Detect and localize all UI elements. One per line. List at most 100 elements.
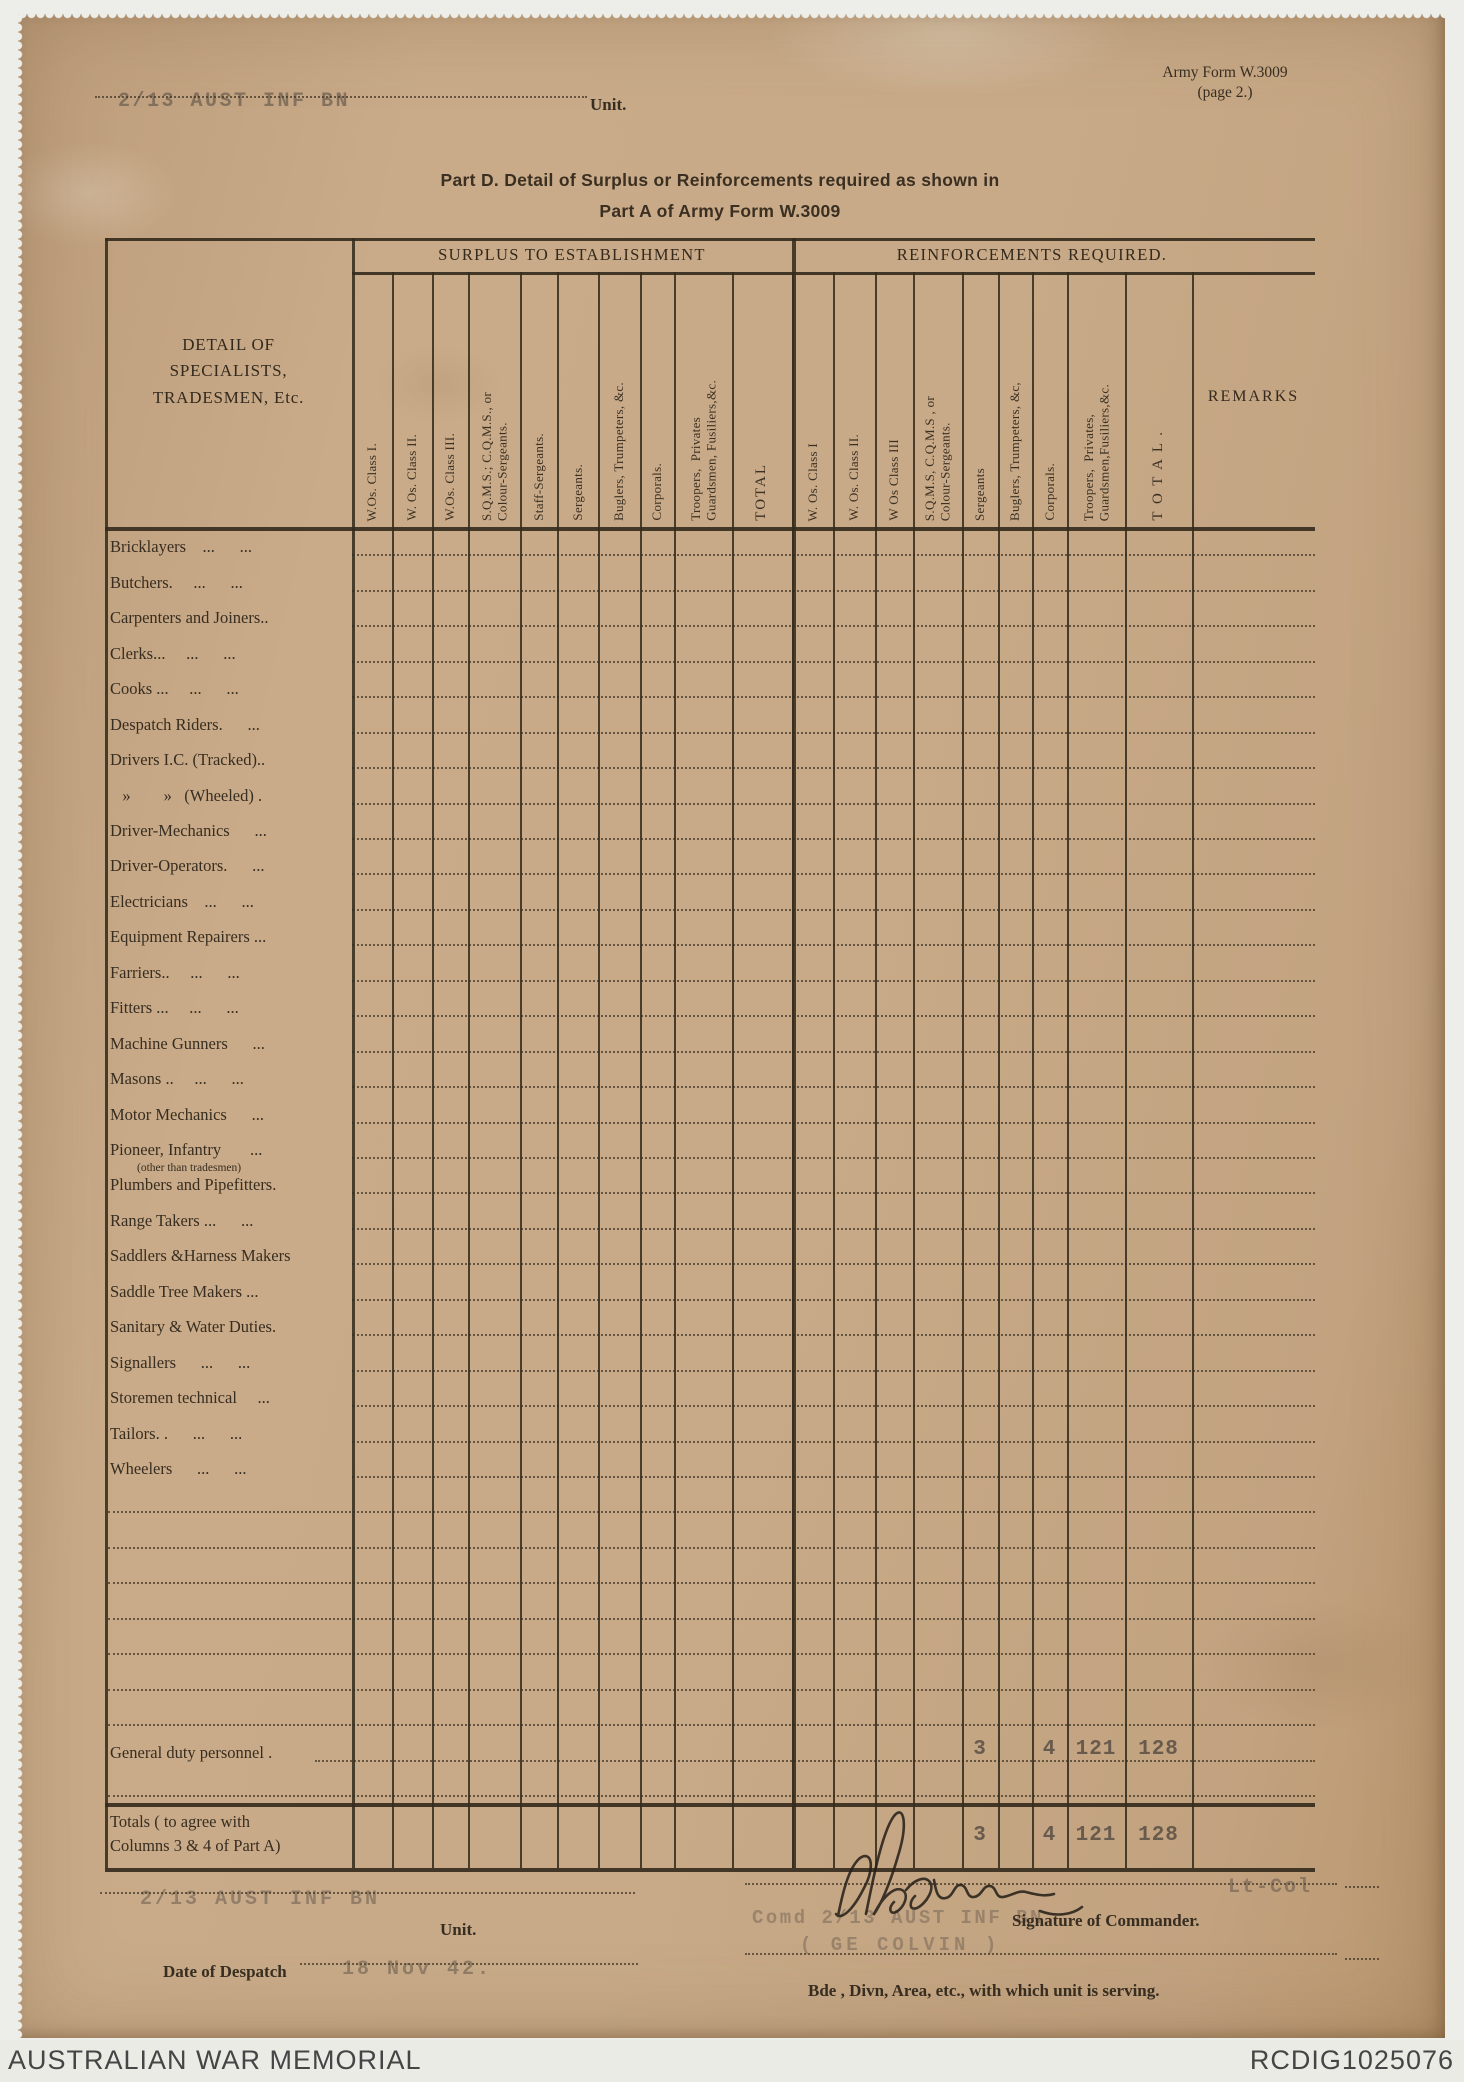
table-row xyxy=(105,1768,1315,1803)
unit-dotted-line-top xyxy=(95,96,587,98)
unit-label-top: Unit. xyxy=(590,95,627,114)
rank-stamp: Lt-Col xyxy=(1228,1876,1313,1899)
date-stamp: 18 Nov 42. xyxy=(342,1958,493,1981)
table-row xyxy=(105,1697,1315,1732)
serving-unit-label: Bde , Divn, Area, etc., with which unit … xyxy=(808,1981,1160,2000)
column-rule xyxy=(392,272,394,1868)
row-dotted-line xyxy=(315,1759,1315,1762)
row-label: Fitters ... ... ... xyxy=(110,998,239,1018)
row-label: Storemen technical ... xyxy=(110,1388,270,1408)
row-label: Range Takers ... ... xyxy=(110,1210,254,1230)
column-rule xyxy=(1067,272,1069,1868)
row-label: Clerks... ... ... xyxy=(110,643,236,663)
unit-label-bottom: Unit. xyxy=(440,1920,477,1939)
column-rule xyxy=(1125,272,1127,1868)
column-rule xyxy=(962,272,964,1868)
table-row xyxy=(105,1590,1315,1625)
perforated-left-edge xyxy=(12,14,25,2038)
date-dotted-line xyxy=(300,1963,638,1965)
archive-name: AUSTRALIAN WAR MEMORIAL xyxy=(8,2045,422,2075)
form-title-line1: Part D. Detail of Surplus or Reinforceme… xyxy=(440,170,1000,190)
form-reference-line1: Army Form W.3009 xyxy=(1162,64,1288,81)
column-rule xyxy=(875,272,877,1868)
row-label: Electricians ... ... xyxy=(110,891,254,911)
row-label: Signallers ... ... xyxy=(110,1352,251,1372)
commander-stamp-line2: ( GE COLVIN ) xyxy=(800,1934,1001,1956)
column-rule xyxy=(833,272,835,1868)
table-row xyxy=(105,1626,1315,1661)
row-dotted-line xyxy=(108,1724,1315,1727)
totals-label-line2: Columns 3 & 4 of Part A) xyxy=(110,1836,281,1855)
row-label: Tailors. . ... ... xyxy=(110,1423,243,1443)
row-label: Pioneer, Infantry ... xyxy=(110,1139,263,1159)
totals-top-rule xyxy=(105,1803,1315,1807)
row-label: Farriers.. ... ... xyxy=(110,962,240,982)
surplus-group-title: SURPLUS TO ESTABLISHMENT xyxy=(438,245,706,264)
column-rule xyxy=(432,272,434,1868)
row-dotted-line xyxy=(108,1794,1315,1797)
column-rule xyxy=(1032,272,1034,1868)
row-label: Saddle Tree Makers ... xyxy=(110,1281,259,1301)
row-label: Despatch Riders. ... xyxy=(110,714,260,734)
row-dotted-line xyxy=(108,1688,1315,1691)
commander-stamp-line1: Comd 2/13 AUST INF BN xyxy=(752,1907,1044,1929)
row-label: Saddlers &Harness Makers xyxy=(110,1246,291,1266)
detail-header-line: DETAIL OF xyxy=(182,335,275,354)
table-row xyxy=(105,1661,1315,1696)
row-label: Motor Mechanics ... xyxy=(110,1104,264,1124)
detail-header: DETAIL OF SPECIALISTS, TRADESMEN, Etc. xyxy=(105,332,352,411)
header-bottom-rule xyxy=(105,527,1315,531)
perforated-top-edge xyxy=(18,9,1445,22)
signature-dotted-line xyxy=(745,1883,1337,1885)
row-label: Carpenters and Joiners.. xyxy=(110,608,269,628)
paper-sheet xyxy=(18,14,1445,2038)
row-dotted-line xyxy=(108,1582,1315,1585)
row-label: Bricklayers ... ... xyxy=(110,537,253,557)
table-row-general-duty: General duty personnel . xyxy=(105,1732,1315,1767)
reinforcements-group-title: REINFORCEMENTS REQUIRED. xyxy=(896,245,1168,264)
table-top-rule xyxy=(105,238,1315,241)
row-label: General duty personnel . xyxy=(110,1742,273,1762)
archive-id: RCDIG1025076 xyxy=(1249,2045,1454,2075)
unit-dotted-line-bottom xyxy=(100,1892,635,1894)
form-reference-line2: (page 2.) xyxy=(1197,84,1253,101)
column-rule xyxy=(105,238,108,1868)
table-row xyxy=(105,1484,1315,1519)
form-title-line2: Part A of Army Form W.3009 xyxy=(599,201,841,221)
row-dotted-line xyxy=(108,1617,1315,1620)
column-rule xyxy=(792,238,796,1868)
column-rule xyxy=(1192,272,1194,1868)
column-rule xyxy=(520,272,522,1868)
general-duty-value: 3 xyxy=(973,1738,987,1762)
detail-header-line: TRADESMEN, Etc. xyxy=(152,387,305,407)
row-label: » » (Wheeled) . xyxy=(110,785,263,805)
row-label: Sanitary & Water Duties. xyxy=(110,1317,277,1337)
totals-value: 121 xyxy=(1075,1824,1117,1847)
table-row xyxy=(105,1519,1315,1554)
general-duty-value: 121 xyxy=(1075,1738,1117,1762)
unit-stamp-top: 2/13 AUST INF BN xyxy=(118,90,351,113)
margin-dots-2 xyxy=(1345,1958,1379,1960)
row-dotted-line xyxy=(108,1653,1315,1656)
totals-value: 3 xyxy=(973,1824,987,1847)
column-rule xyxy=(640,272,642,1868)
row-dotted-line xyxy=(108,1511,1315,1514)
serving-unit-dotted-line xyxy=(745,1953,1337,1955)
totals-value: 128 xyxy=(1138,1824,1179,1847)
table-bottom-rule xyxy=(105,1868,1315,1872)
table-row xyxy=(105,1555,1315,1590)
row-label: Driver-Operators. ... xyxy=(110,856,265,876)
row-label: Equipment Repairers ... xyxy=(110,927,267,947)
row-label: Butchers. ... ... xyxy=(110,572,243,592)
row-label: Drivers I.C. (Tracked).. xyxy=(110,750,266,770)
column-rule xyxy=(998,272,1000,1868)
column-rule xyxy=(732,272,734,1868)
column-rule xyxy=(468,272,470,1868)
general-duty-value: 4 xyxy=(1042,1738,1057,1762)
date-of-despatch-label: Date of Despatch xyxy=(163,1962,287,1981)
margin-dots-1 xyxy=(1345,1886,1379,1888)
column-rule xyxy=(598,272,600,1868)
